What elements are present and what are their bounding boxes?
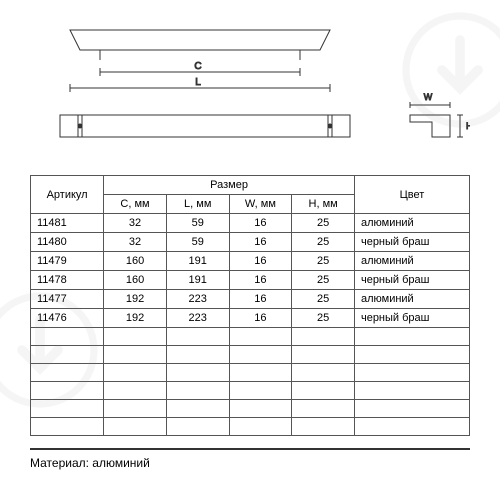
- table-row: 1148032591625черный браш: [31, 233, 470, 252]
- table-row: 114781601911625черный браш: [31, 271, 470, 290]
- cell-color: черный браш: [354, 309, 469, 328]
- cell-color: алюминий: [354, 290, 469, 309]
- technical-diagram: C L W H: [0, 0, 500, 175]
- cell-color: алюминий: [354, 252, 469, 271]
- header-h: H, мм: [292, 195, 355, 214]
- cell-article: 11479: [31, 252, 104, 271]
- table-row-empty: [31, 400, 470, 418]
- cell-h: 25: [292, 309, 355, 328]
- header-w: W, мм: [229, 195, 292, 214]
- cell-h: 25: [292, 214, 355, 233]
- cell-c: 192: [104, 309, 167, 328]
- dim-label-c: C: [194, 61, 201, 72]
- cell-h: 25: [292, 290, 355, 309]
- cell-c: 32: [104, 214, 167, 233]
- table-row-empty: [31, 418, 470, 436]
- dim-label-w: W: [424, 92, 433, 102]
- dim-label-h: H: [466, 121, 470, 131]
- spec-table: Артикул Размер Цвет C, мм L, мм W, мм H,…: [30, 175, 470, 436]
- cell-color: алюминий: [354, 214, 469, 233]
- cell-w: 16: [229, 214, 292, 233]
- table-row-empty: [31, 382, 470, 400]
- header-size: Размер: [104, 176, 355, 195]
- header-article: Артикул: [31, 176, 104, 214]
- cell-l: 191: [166, 252, 229, 271]
- cell-h: 25: [292, 233, 355, 252]
- cell-w: 16: [229, 233, 292, 252]
- table-row: 114761922231625черный браш: [31, 309, 470, 328]
- header-color: Цвет: [354, 176, 469, 214]
- cell-w: 16: [229, 271, 292, 290]
- cell-l: 59: [166, 233, 229, 252]
- material-label: Материал: алюминий: [30, 448, 470, 470]
- cell-l: 59: [166, 214, 229, 233]
- table-row: 114771922231625алюминий: [31, 290, 470, 309]
- header-l: L, мм: [166, 195, 229, 214]
- table-row-empty: [31, 328, 470, 346]
- cell-article: 11478: [31, 271, 104, 290]
- cell-c: 192: [104, 290, 167, 309]
- dim-label-l: L: [195, 77, 201, 88]
- cell-color: черный браш: [354, 271, 469, 290]
- table-row-empty: [31, 346, 470, 364]
- cell-l: 223: [166, 309, 229, 328]
- cell-w: 16: [229, 252, 292, 271]
- cell-article: 11480: [31, 233, 104, 252]
- table-row: 114791601911625алюминий: [31, 252, 470, 271]
- cell-l: 191: [166, 271, 229, 290]
- header-c: C, мм: [104, 195, 167, 214]
- cell-article: 11481: [31, 214, 104, 233]
- cell-article: 11477: [31, 290, 104, 309]
- table-row-empty: [31, 364, 470, 382]
- table-row: 1148132591625алюминий: [31, 214, 470, 233]
- cell-w: 16: [229, 309, 292, 328]
- cell-c: 160: [104, 252, 167, 271]
- cell-article: 11476: [31, 309, 104, 328]
- cell-w: 16: [229, 290, 292, 309]
- cell-l: 223: [166, 290, 229, 309]
- cell-color: черный браш: [354, 233, 469, 252]
- cell-h: 25: [292, 271, 355, 290]
- cell-c: 160: [104, 271, 167, 290]
- cell-h: 25: [292, 252, 355, 271]
- cell-c: 32: [104, 233, 167, 252]
